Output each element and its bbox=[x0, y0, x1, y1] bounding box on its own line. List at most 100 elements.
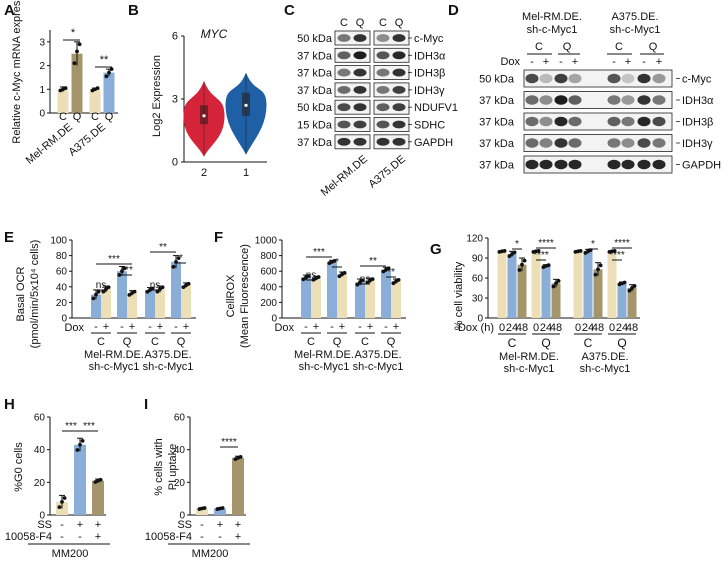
panel-h-y-tick-label: 20 bbox=[34, 478, 46, 489]
panel-f-datapoint bbox=[370, 277, 375, 282]
panel-c-band bbox=[337, 51, 351, 60]
panel-e-bar bbox=[145, 289, 155, 318]
panel-e-ylabel-2: (pmol/min/5x10⁴ cells) bbox=[29, 240, 41, 349]
panel-c-col-label: Q bbox=[395, 17, 404, 29]
panel-e-sig-label: ** bbox=[159, 242, 167, 253]
panel-i-y-tick-label: 60 bbox=[174, 413, 186, 424]
panel-f-y-tick-label: 600 bbox=[260, 267, 277, 278]
panel-h-bar bbox=[92, 480, 104, 515]
panel-e-sig-label: ns bbox=[96, 280, 107, 291]
panel-f-bar bbox=[337, 274, 347, 318]
panel-e-bar bbox=[171, 261, 181, 318]
panel-a-datapoint bbox=[63, 86, 68, 90]
panel-d-line1a: Mel-RM.DE. bbox=[522, 11, 582, 23]
panel-f-cond-label: Q bbox=[387, 336, 396, 348]
panel-i-row2-sign: - bbox=[218, 531, 222, 543]
panel-d-band bbox=[652, 159, 666, 170]
panel-f-label: F bbox=[214, 229, 223, 246]
panel-c-band bbox=[337, 34, 351, 42]
panel-h-datapoint bbox=[78, 442, 82, 447]
panel-d-band bbox=[637, 95, 651, 105]
panel-c-kda-label: 50 kDa bbox=[297, 102, 333, 114]
panel-d-cond-label: C bbox=[615, 41, 623, 53]
panel-i-row1-label: SS bbox=[177, 519, 192, 531]
panel-d-band bbox=[539, 116, 553, 127]
panel-a-y-tick-label: 2 bbox=[39, 61, 45, 72]
panel-i-row2-label: 10058-F4 bbox=[145, 531, 192, 543]
panel-f-ylabel-2: (Mean Fluorescence) bbox=[239, 244, 251, 348]
panel-d-band bbox=[525, 138, 539, 148]
panel-a-y-tick-label: 1 bbox=[39, 85, 45, 96]
panel-d-band bbox=[525, 73, 539, 84]
panel-d-band bbox=[568, 159, 582, 170]
panel-g-datapoint bbox=[596, 267, 600, 272]
panel-d-kda-label: 50 kDa bbox=[479, 74, 515, 86]
panel-e-dox-sign: + bbox=[157, 321, 163, 333]
panel-g-sig-label: **** bbox=[538, 238, 554, 249]
panel-c-protein-label: IDH3γ bbox=[414, 85, 445, 97]
panel-h-datapoint bbox=[80, 438, 85, 443]
panel-e-datapoint bbox=[117, 273, 122, 277]
panel-i-ylabel-1: % cells with bbox=[153, 438, 165, 495]
panel-e-dox-sign: - bbox=[94, 321, 98, 333]
panel-i-sig-label: **** bbox=[221, 437, 237, 448]
panel-c-line-1: Mel-RM.DE bbox=[319, 153, 370, 199]
panel-g-bar bbox=[583, 251, 593, 318]
panel-b-y-tick-label: 3 bbox=[172, 94, 178, 106]
panel-g-y-tick-label: 0 bbox=[477, 314, 483, 325]
panel-g-bar bbox=[607, 251, 617, 318]
panel-b-xtick-2: 1 bbox=[243, 167, 249, 179]
panel-b: B MYC Log2 Expression 0 3 6 2 1 bbox=[122, 0, 272, 210]
panel-e-line2b: sh-c-Myc1 bbox=[143, 361, 194, 373]
panel-e: E Basal OCR (pmol/min/5x10⁴ cells) 0 20 40… bbox=[0, 228, 210, 388]
panel-g-datapoint bbox=[554, 281, 558, 286]
panel-g-hour-label: 24 bbox=[616, 322, 628, 334]
panel-f-bar bbox=[355, 282, 365, 318]
panel-c-band bbox=[392, 120, 406, 129]
panel-g-line2a: A375.DE. bbox=[581, 351, 628, 363]
panel-e-cond-label: C bbox=[97, 336, 105, 348]
panel-c-band bbox=[376, 51, 390, 60]
panel-f-cond-label: Q bbox=[333, 336, 342, 348]
panel-d-band bbox=[554, 116, 568, 127]
panel-e-dox-sign: + bbox=[183, 321, 189, 333]
panel-f-sig-label: *** bbox=[313, 247, 325, 258]
panel-e-bar bbox=[181, 285, 191, 318]
panel-g-y-tick-label: 30 bbox=[472, 294, 484, 305]
panel-c-band bbox=[392, 51, 406, 60]
panel-f-y-tick-label: 400 bbox=[260, 282, 277, 293]
panel-h-datapoint bbox=[57, 505, 62, 510]
panel-d-band bbox=[525, 159, 539, 170]
panel-i-svg: I % cells with PI uptake 0 20 40 60 **** SS10… bbox=[144, 396, 250, 560]
panel-d-cond-label: Q bbox=[649, 41, 658, 53]
panel-c-kda-label: 37 kDa bbox=[297, 85, 333, 97]
panel-g-datapoint bbox=[632, 284, 637, 288]
panel-e-datapoint bbox=[171, 264, 176, 269]
panel-e-dox-label: Dox bbox=[64, 322, 84, 334]
panel-c-band bbox=[376, 103, 390, 112]
panel-g-cond-label: Q bbox=[617, 336, 626, 350]
panel-e-datapoint bbox=[101, 289, 106, 294]
panel-f-line2a: A375.DE. bbox=[354, 349, 401, 361]
panel-h-bar bbox=[74, 444, 86, 515]
panel-i-y-tick-label: 40 bbox=[174, 445, 186, 456]
panel-g-hour-label: 24 bbox=[540, 322, 552, 334]
panel-h-datapoint bbox=[98, 477, 103, 482]
panel-d-band bbox=[637, 73, 651, 84]
panel-e-datapoint bbox=[120, 269, 124, 274]
panel-c-band bbox=[392, 68, 406, 77]
panel-h-y-tick-label: 0 bbox=[39, 511, 45, 522]
panel-a-sig-2: ** bbox=[100, 54, 109, 66]
panel-g-sig-label: * bbox=[515, 239, 519, 250]
panel-a-cond-4: Q bbox=[105, 111, 114, 123]
panel-e-line1a: Mel-RM.DE. bbox=[84, 349, 144, 361]
panel-c-band bbox=[392, 137, 406, 146]
panel-d-kda-label: 37 kDa bbox=[479, 117, 515, 129]
panel-f-y-tick-label: 800 bbox=[260, 251, 277, 262]
panel-g-datapoint bbox=[578, 249, 583, 253]
panel-f-dox-sign: + bbox=[313, 321, 319, 333]
panel-f-datapoint bbox=[306, 274, 311, 278]
panel-d-band bbox=[607, 73, 621, 84]
